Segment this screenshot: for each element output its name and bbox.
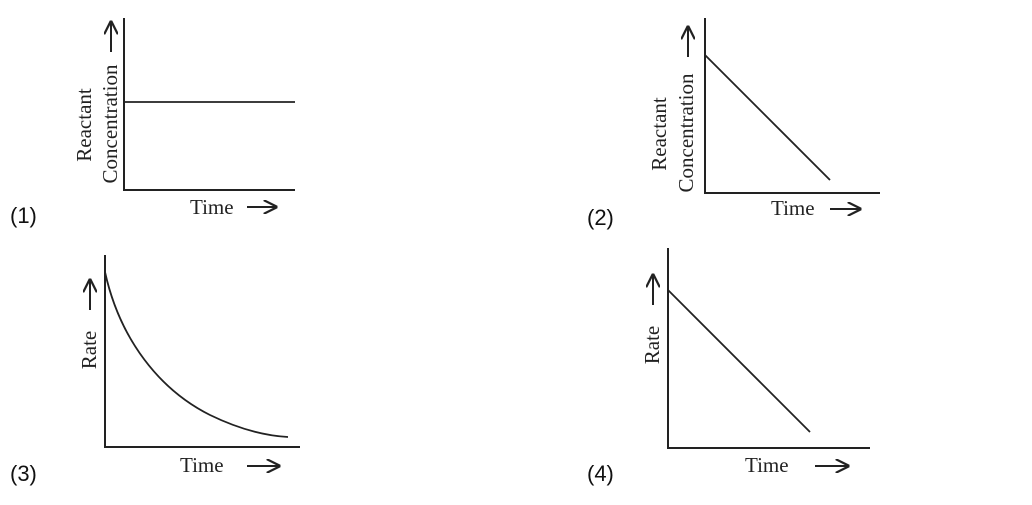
y-label: Rate bbox=[77, 331, 101, 369]
y-label: Reactant bbox=[647, 97, 671, 171]
y-label: Concentration bbox=[98, 64, 122, 183]
curve bbox=[704, 54, 831, 181]
option-label: (1) bbox=[10, 203, 37, 228]
x-label: Time bbox=[190, 195, 234, 219]
axes bbox=[704, 18, 880, 194]
panel-3: Rate Time (3) bbox=[10, 255, 300, 486]
panel-2: Reactant Concentration Time (2) bbox=[587, 18, 880, 230]
x-label: Time bbox=[745, 453, 789, 477]
y-label: Concentration bbox=[674, 73, 698, 192]
option-label: (3) bbox=[10, 461, 37, 486]
axes bbox=[667, 248, 870, 449]
axes bbox=[123, 18, 295, 191]
x-label: Time bbox=[180, 453, 224, 477]
x-label: Time bbox=[771, 196, 815, 220]
curve bbox=[667, 289, 811, 433]
panel-4: Rate Time (4) bbox=[587, 248, 870, 486]
axes bbox=[104, 255, 300, 448]
option-label: (2) bbox=[587, 205, 614, 230]
panel-1: Reactant Concentration Time (1) bbox=[10, 18, 295, 228]
y-label: Reactant bbox=[72, 88, 96, 162]
option-label: (4) bbox=[587, 461, 614, 486]
curve bbox=[104, 271, 289, 438]
y-label: Rate bbox=[640, 326, 664, 364]
